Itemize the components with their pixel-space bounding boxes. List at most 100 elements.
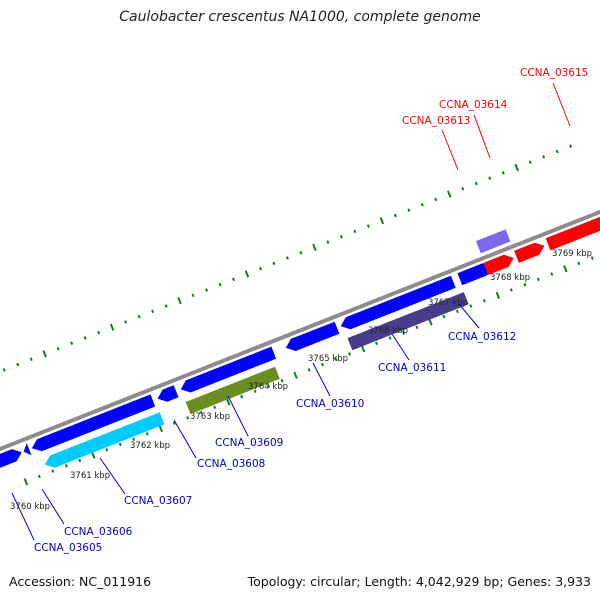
gene-feature-4: [157, 385, 179, 402]
label-leader-line: [312, 362, 331, 397]
minor-tick: [334, 357, 338, 362]
kbp-label: 3765 kbp: [308, 354, 348, 364]
minor-tick: [555, 149, 559, 154]
minor-tick: [455, 309, 459, 314]
gene-label: CCNA_03605: [34, 542, 102, 554]
label-leader-line: [473, 114, 491, 159]
minor-tick: [285, 256, 289, 260]
minor-tick: [577, 261, 581, 266]
gene-feature-15: [545, 216, 600, 251]
label-leader-line: [173, 419, 197, 459]
minor-tick: [267, 384, 271, 388]
major-tick: [293, 371, 298, 379]
gene-feature-13: [483, 254, 514, 275]
kbp-label: 3764 kbp: [248, 382, 288, 392]
minor-tick: [164, 304, 168, 308]
minor-tick: [550, 272, 554, 276]
minor-tick: [78, 458, 82, 463]
map-title: Caulobacter crescentus NA1000, complete …: [119, 9, 481, 25]
major-tick: [514, 163, 519, 172]
label-leader-line: [41, 488, 65, 525]
minor-tick: [299, 250, 303, 255]
label-leader-line: [99, 457, 126, 495]
gene-feature-12: [475, 229, 511, 254]
kbp-label: 3768 kbp: [490, 273, 530, 283]
minor-tick: [51, 469, 55, 473]
gene-feature-3: [31, 394, 156, 452]
minor-tick: [339, 234, 343, 239]
minor-tick: [474, 181, 478, 186]
gene-feature-2: [23, 443, 32, 456]
minor-tick: [326, 240, 330, 244]
gene-feature-6: [285, 321, 340, 351]
minor-tick: [469, 304, 473, 308]
minor-tick: [118, 442, 122, 447]
major-tick: [379, 217, 385, 225]
gene-feature-5: [180, 346, 277, 393]
gene-label: CCNA_03615: [520, 67, 588, 79]
gene-label: CCNA_03614: [439, 99, 508, 111]
gene-label: CCNA_03612: [448, 331, 516, 343]
major-tick: [447, 190, 452, 198]
major-tick: [495, 291, 501, 299]
label-leader-line: [458, 303, 480, 329]
minor-tick: [97, 330, 101, 335]
major-tick: [225, 398, 231, 406]
kbp-label: 3762 kbp: [130, 441, 170, 451]
minor-tick: [420, 203, 424, 207]
gene-label: CCNA_03607: [124, 495, 192, 507]
minor-tick: [461, 187, 465, 191]
kbp-label: 3760 kbp: [10, 502, 50, 512]
inner-tick-track: [23, 256, 594, 486]
minor-tick: [353, 229, 357, 234]
minor-tick: [64, 464, 68, 468]
major-tick: [312, 243, 317, 252]
gene-label: CCNA_03608: [197, 458, 265, 470]
minor-tick: [191, 293, 195, 298]
kbp-label: 3763 kbp: [190, 412, 230, 422]
minor-tick: [280, 378, 284, 383]
label-leader-line: [11, 492, 35, 541]
minor-tick: [523, 282, 527, 287]
minor-tick: [272, 261, 276, 266]
label-leader-lines: [11, 82, 571, 541]
gene-feature-9: [44, 412, 165, 468]
minor-tick: [199, 410, 203, 415]
label-leader-line: [552, 82, 571, 127]
minor-tick: [393, 213, 397, 218]
minor-tick: [348, 352, 352, 356]
kbp-label: 3767 kbp: [428, 298, 468, 308]
major-tick: [244, 270, 250, 278]
gene-feature-7: [340, 275, 456, 330]
minor-tick: [542, 155, 546, 159]
label-leader-line: [441, 129, 459, 171]
minor-tick: [56, 346, 60, 351]
genome-backbone: [0, 209, 600, 452]
major-tick: [109, 323, 115, 331]
minor-tick: [70, 341, 74, 346]
kbp-scale-labels: 3760 kbp 3761 kbp 3762 kbp 3763 kbp 3764 kbp…: [10, 249, 592, 512]
gene-feature-14: [514, 242, 545, 263]
minor-tick: [205, 288, 209, 292]
major-tick: [23, 478, 29, 486]
minor-tick: [401, 330, 405, 335]
major-tick: [158, 424, 163, 433]
minor-tick: [488, 176, 492, 180]
minor-tick: [321, 362, 325, 367]
gene-labels: CCNA_03605 CCNA_03606 CCNA_03607 CCNA_03608…: [34, 67, 588, 554]
minor-tick: [213, 405, 217, 409]
gene-label: CCNA_03609: [215, 437, 283, 449]
minor-tick: [482, 298, 486, 303]
gene-features: [0, 216, 600, 468]
minor-tick: [172, 421, 176, 425]
minor-tick: [569, 144, 573, 148]
major-tick: [428, 318, 433, 326]
gene-feature-10: [185, 366, 280, 415]
gene-feature-1: [0, 449, 22, 468]
minor-tick: [16, 362, 20, 367]
minor-tick: [29, 357, 33, 362]
minor-tick: [232, 277, 235, 282]
minor-tick: [307, 368, 311, 372]
minor-tick: [37, 474, 41, 479]
